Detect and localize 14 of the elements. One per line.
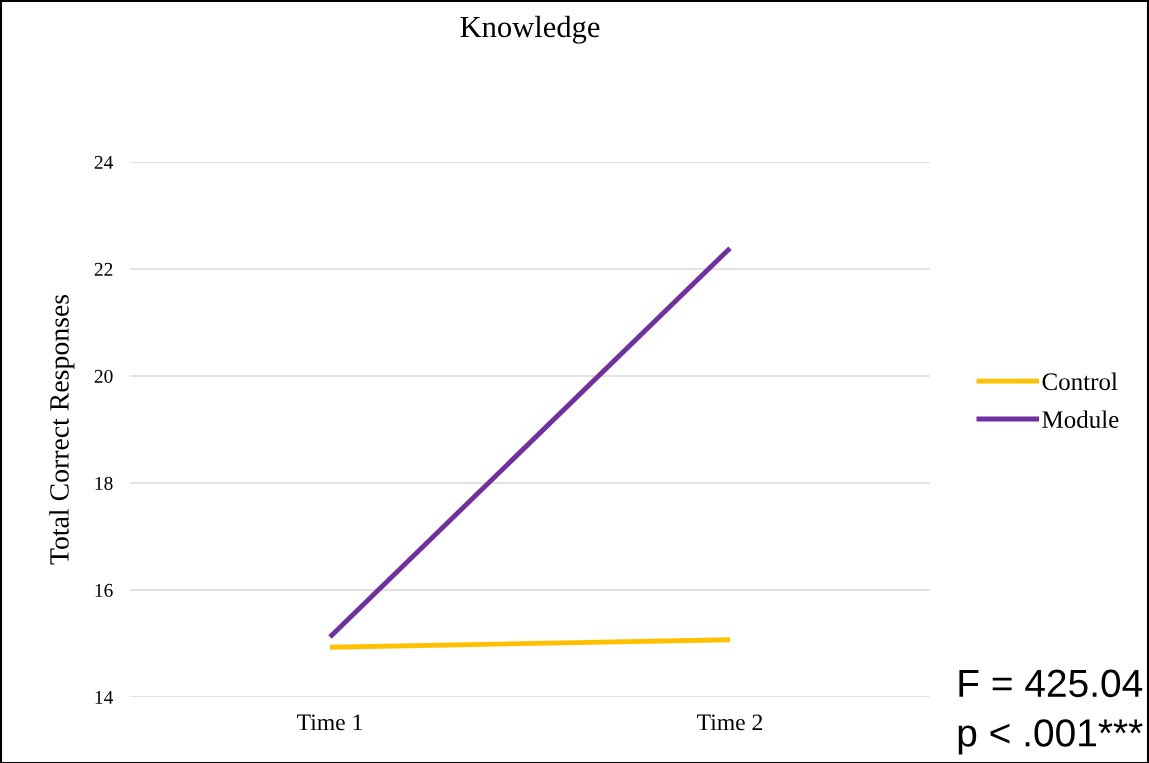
y-axis-title: Total Correct Responses bbox=[49, 294, 75, 565]
y-tick-label: 14 bbox=[95, 690, 114, 704]
chart-title: Knowledge bbox=[460, 15, 600, 44]
y-tick-label: 18 bbox=[95, 476, 113, 490]
text: F = 425.04 bbox=[959, 669, 1143, 698]
y-tick-label: 22 bbox=[94, 262, 113, 276]
x-tick-label: Time 1 bbox=[297, 714, 362, 731]
y-tick-label: 20 bbox=[94, 369, 113, 383]
y-tick-label: 16 bbox=[95, 583, 113, 597]
legend-label: Module bbox=[1042, 410, 1119, 428]
legend-label: Control bbox=[1042, 372, 1118, 391]
x-tick-label: Time 2 bbox=[697, 714, 763, 731]
text: p < .001*** bbox=[958, 719, 1143, 755]
y-tick-label: 24 bbox=[94, 155, 114, 169]
